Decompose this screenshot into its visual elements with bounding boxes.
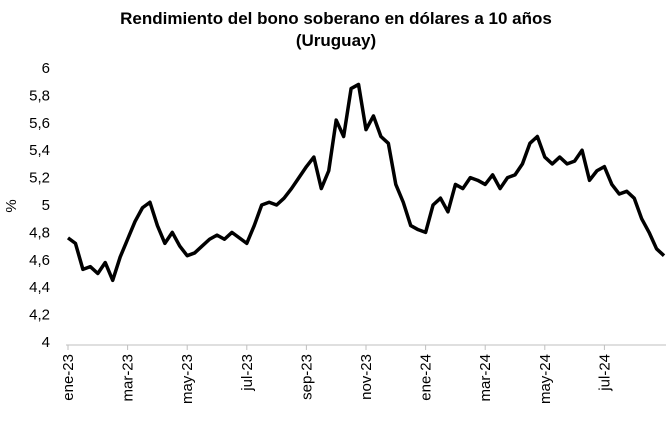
x-tick-label: may-24 xyxy=(537,354,554,404)
x-tick-label: ene-23 xyxy=(60,354,77,401)
x-tick-label: mar-23 xyxy=(120,354,137,402)
x-tick-label: jul-24 xyxy=(596,354,613,392)
x-tick-label: may-23 xyxy=(179,354,196,404)
x-tick-label: jul-23 xyxy=(239,354,256,392)
x-tick-label: nov-23 xyxy=(358,354,375,400)
y-tick-label: 5 xyxy=(42,197,50,214)
y-axis-label: % xyxy=(3,199,20,212)
y-tick-label: 4,4 xyxy=(29,279,50,296)
y-tick-label: 4,2 xyxy=(29,307,50,324)
chart-title: Rendimiento del bono soberano en dólares… xyxy=(120,9,552,28)
x-tick-label: ene-24 xyxy=(418,354,435,401)
y-tick-label: 5,2 xyxy=(29,170,50,187)
chart-subtitle: (Uruguay) xyxy=(296,31,376,50)
x-tick-label: mar-24 xyxy=(477,354,494,402)
y-tick-label: 4,8 xyxy=(29,224,50,241)
x-tick-label: sep-23 xyxy=(298,354,315,400)
data-line xyxy=(66,82,666,283)
y-tick-label: 5,6 xyxy=(29,115,50,132)
y-tick-label: 4,6 xyxy=(29,252,50,269)
y-tick-label: 4 xyxy=(42,334,50,351)
y-tick-label: 6 xyxy=(42,60,50,77)
y-tick-label: 5,8 xyxy=(29,87,50,104)
y-tick-label: 5,4 xyxy=(29,142,50,159)
